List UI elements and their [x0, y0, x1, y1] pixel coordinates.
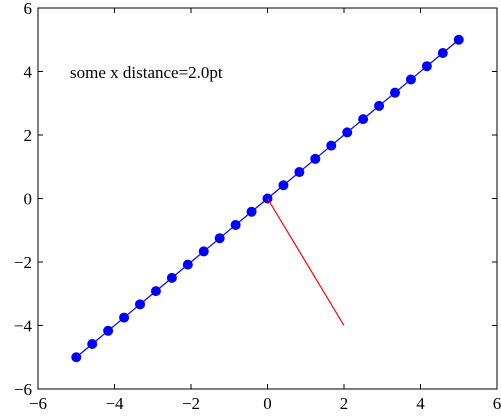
marker	[71, 352, 82, 363]
marker	[358, 114, 369, 125]
marker	[437, 47, 448, 58]
x-tick-label: −4	[105, 394, 124, 413]
marker	[119, 312, 130, 323]
x-tick-label: 4	[416, 394, 425, 413]
marker	[310, 153, 321, 164]
x-tick-label: −2	[182, 394, 200, 413]
marker	[166, 272, 177, 283]
marker	[278, 180, 289, 191]
y-tick-label: 0	[24, 190, 33, 209]
marker	[103, 325, 114, 336]
marker	[294, 167, 305, 178]
marker	[214, 233, 225, 244]
y-tick-label: 6	[24, 0, 33, 18]
series-line	[266, 198, 345, 326]
x-tick-label: 2	[340, 394, 349, 413]
x-tick-label: 6	[493, 394, 501, 413]
marker	[150, 286, 161, 297]
marker	[421, 61, 432, 72]
marker	[230, 219, 241, 230]
y-tick-label: −2	[14, 253, 32, 272]
marker	[182, 259, 193, 270]
marker	[326, 140, 337, 151]
x-tick-label: 0	[263, 394, 272, 413]
marker	[198, 246, 209, 257]
y-tick-label: −6	[14, 380, 32, 399]
y-tick-label: −4	[14, 317, 33, 336]
y-tick-label: 4	[24, 63, 33, 82]
marker	[453, 34, 464, 45]
marker	[342, 127, 353, 138]
marker	[135, 299, 146, 310]
x-tick-label: −6	[29, 394, 47, 413]
annotation: some x distance=2.0pt	[70, 63, 223, 82]
marker	[405, 74, 416, 85]
y-tick-label: 2	[24, 126, 33, 145]
marker	[374, 100, 385, 111]
marker	[87, 339, 98, 350]
marker	[389, 87, 400, 98]
marker	[246, 206, 257, 217]
